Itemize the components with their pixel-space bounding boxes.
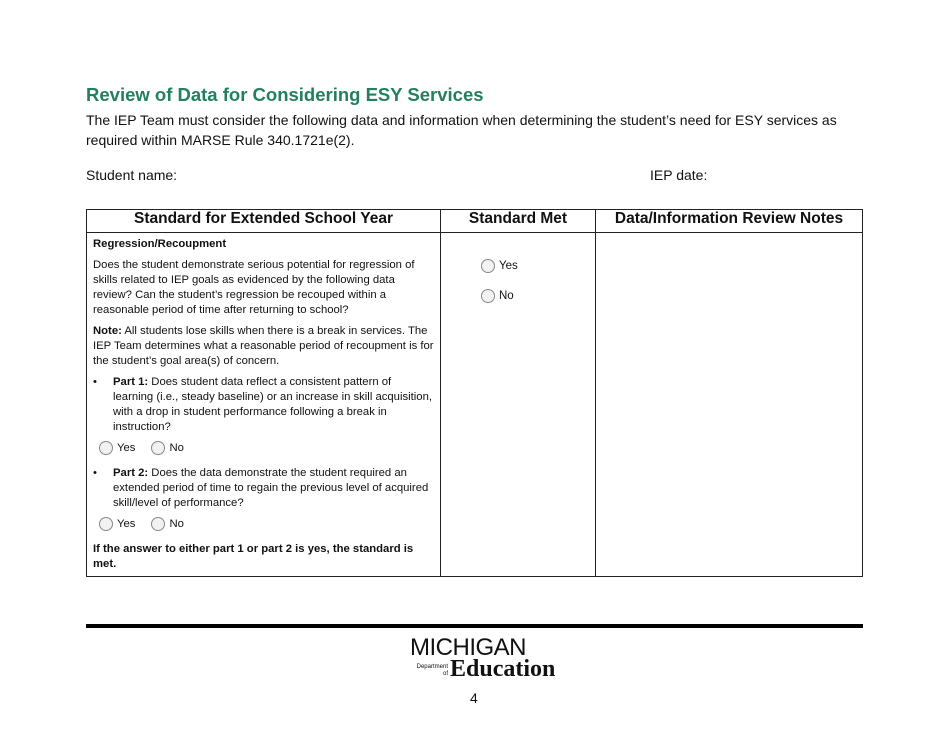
michigan-education-logo: MICHIGAN Department of Education [410, 634, 556, 682]
section-title: Regression/Recoupment [93, 238, 227, 250]
question-text: Does the student demonstrate serious pot… [93, 259, 415, 316]
note-text: Note: All students lose skills when ther… [93, 325, 434, 367]
header-standard: Standard for Extended School Year [86, 209, 441, 233]
student-name-label: Student name: [86, 167, 178, 183]
part1-radio-group: Yes No [99, 441, 434, 456]
footer-rule [86, 624, 863, 628]
part1-yes-radio[interactable]: Yes [99, 441, 143, 456]
page-title: Review of Data for Considering ESY Servi… [86, 84, 484, 105]
page-number: 4 [470, 690, 478, 706]
part1-item: • Part 1: Does student data reflect a con… [93, 376, 432, 433]
part2-radio-group: Yes No [99, 517, 434, 532]
notes-cell[interactable] [595, 232, 863, 577]
intro-text: The IEP Team must consider the following… [86, 112, 837, 148]
conclusion-text: If the answer to either part 1 or part 2… [93, 543, 414, 570]
met-yes-radio[interactable]: Yes [481, 259, 594, 273]
header-notes: Data/Information Review Notes [595, 209, 863, 233]
part2-yes-radio[interactable]: Yes [99, 517, 143, 532]
standard-cell: Regression/Recoupment Does the student d… [86, 232, 441, 577]
part2-no-radio[interactable]: No [151, 517, 191, 532]
header-met: Standard Met [440, 209, 596, 233]
standard-met-cell: Yes No [440, 232, 596, 577]
met-no-radio[interactable]: No [481, 289, 594, 303]
esy-table: Standard for Extended School Year Standa… [86, 209, 863, 577]
part2-item: • Part 2: Does the data demonstrate the s… [93, 467, 429, 509]
iep-date-label: IEP date: [650, 167, 708, 183]
part1-no-radio[interactable]: No [151, 441, 191, 456]
